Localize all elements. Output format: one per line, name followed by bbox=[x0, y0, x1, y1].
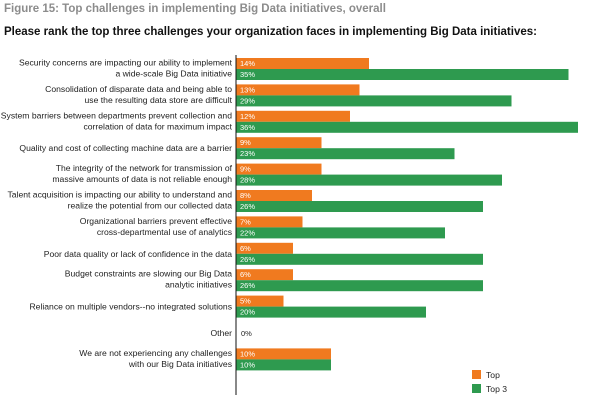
data-label: 23% bbox=[240, 149, 255, 158]
bar-top3 bbox=[236, 121, 578, 133]
bar-top bbox=[236, 216, 303, 228]
bar-top bbox=[236, 137, 322, 149]
data-label: 10% bbox=[240, 349, 255, 358]
category-label: Consolidation of disparate data and bein… bbox=[45, 84, 232, 94]
category-label: analytic initiatives bbox=[165, 280, 232, 290]
data-label: 35% bbox=[240, 70, 255, 79]
category-label: Organizational barriers prevent effectiv… bbox=[80, 216, 232, 226]
bar-top bbox=[236, 84, 360, 96]
category-label: realize the potential from our collected… bbox=[68, 201, 233, 211]
bar-top3 bbox=[236, 306, 426, 318]
category-label: Talent acquisition is impacting our abil… bbox=[7, 190, 232, 200]
category-label: Quality and cost of collecting machine d… bbox=[19, 143, 232, 153]
data-label: 26% bbox=[240, 255, 255, 264]
bar-top3 bbox=[236, 201, 483, 212]
bar-top bbox=[236, 110, 350, 122]
bar-top bbox=[236, 348, 331, 360]
bar-top3 bbox=[236, 227, 445, 239]
bar-top3 bbox=[236, 280, 483, 292]
bar-top bbox=[236, 295, 284, 307]
data-label: 14% bbox=[240, 59, 255, 68]
category-label: Reliance on multiple vendors--no integra… bbox=[29, 302, 232, 312]
data-label: 20% bbox=[240, 308, 255, 317]
data-label: 26% bbox=[240, 202, 255, 211]
data-label: 9% bbox=[240, 165, 251, 174]
legend-swatch-top3 bbox=[472, 384, 481, 393]
bar-top bbox=[236, 163, 322, 175]
category-label: a wide-scale Big Data initiative bbox=[115, 69, 232, 79]
bar-top bbox=[236, 58, 369, 69]
category-label: Security concerns are impacting our abil… bbox=[19, 58, 233, 68]
bar-top3 bbox=[236, 95, 512, 107]
category-label: The integrity of the network for transmi… bbox=[56, 163, 233, 173]
category-label: Poor data quality or lack of confidence … bbox=[44, 249, 232, 259]
bar-top bbox=[236, 190, 312, 201]
question-title: Please rank the top three challenges you… bbox=[4, 26, 537, 38]
data-label: 7% bbox=[240, 217, 251, 226]
data-label: 8% bbox=[240, 191, 251, 200]
bar-top3 bbox=[236, 253, 483, 265]
bar-top bbox=[236, 242, 293, 254]
legend-swatch-top bbox=[472, 370, 481, 379]
bar-top3 bbox=[236, 359, 331, 371]
data-label: 0% bbox=[241, 329, 252, 338]
bar-top3 bbox=[236, 69, 569, 80]
data-label: 26% bbox=[240, 281, 255, 290]
bar-top3 bbox=[236, 174, 502, 186]
category-label: massive amounts of data is not reliable … bbox=[52, 174, 232, 184]
category-label: use the resulting data store are difficu… bbox=[85, 95, 233, 105]
data-label: 29% bbox=[240, 96, 255, 105]
category-label: System barriers between departments prev… bbox=[1, 110, 232, 120]
legend-label-top: Top bbox=[486, 370, 500, 380]
data-label: 6% bbox=[240, 244, 251, 253]
figure-caption: Figure 15: Top challenges in implementin… bbox=[4, 3, 386, 15]
data-label: 6% bbox=[240, 270, 251, 279]
category-label: We are not experiencing any challenges bbox=[79, 348, 232, 358]
data-label: 28% bbox=[240, 176, 255, 185]
category-label: cross-departmental use of analytics bbox=[97, 227, 232, 237]
category-label: Other bbox=[211, 328, 233, 338]
data-label: 10% bbox=[240, 360, 255, 369]
bar-top bbox=[236, 269, 293, 281]
data-label: 9% bbox=[240, 138, 251, 147]
data-label: 12% bbox=[240, 112, 255, 121]
category-label: with our Big Data initiatives bbox=[128, 359, 232, 369]
data-label: 5% bbox=[240, 297, 251, 306]
data-label: 22% bbox=[240, 228, 255, 237]
bar-top3 bbox=[236, 148, 455, 160]
legend-label-top3: Top 3 bbox=[486, 384, 507, 394]
category-label: correlation of data for maximum impact bbox=[83, 121, 232, 131]
data-label: 36% bbox=[240, 123, 255, 132]
category-label: Budget constraints are slowing our Big D… bbox=[65, 269, 232, 279]
data-label: 13% bbox=[240, 85, 255, 94]
